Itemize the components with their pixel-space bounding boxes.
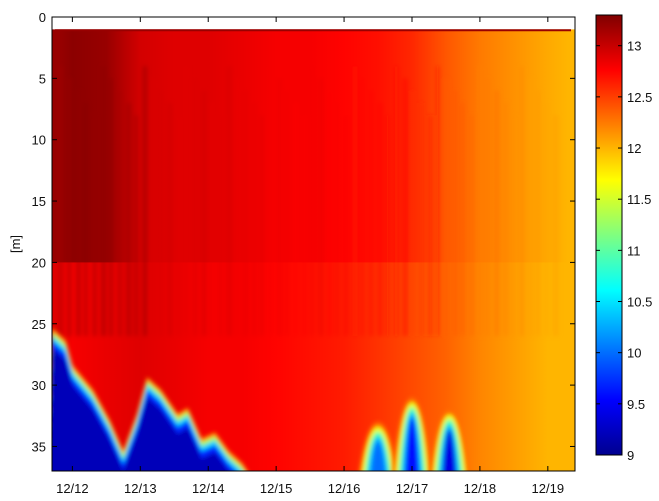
surface-line — [52, 17, 575, 32]
cold-intrusion-3 — [430, 409, 469, 471]
x-tick-label: 12/14 — [192, 481, 225, 496]
x-tick-label: 12/13 — [124, 481, 157, 496]
colorbar-scale — [595, 14, 623, 456]
x-tick-label: 12/12 — [56, 481, 89, 496]
x-tick-label: 12/16 — [328, 481, 361, 496]
colorbar: 9 9.5 10 10.5 11 11.5 12 12.5 13 — [595, 14, 652, 463]
x-tick-label: 12/19 — [532, 481, 565, 496]
colorbar-tick-label: 11 — [627, 243, 641, 258]
x-tick-label: 12/17 — [396, 481, 429, 496]
colorbar-tick-label: 9 — [627, 448, 634, 463]
colorbar-tick-label: 9.5 — [627, 397, 645, 412]
cold-intrusion-2 — [392, 397, 432, 471]
y-tick-label: 5 — [39, 71, 46, 86]
x-axis: 12/12 12/13 12/14 12/15 12/16 12/17 12/18 12/19 — [56, 17, 564, 496]
y-tick-label: 10 — [32, 133, 46, 148]
y-tick-label: 20 — [32, 255, 46, 270]
cold-bottom-layer — [52, 328, 248, 471]
y-tick-label: 0 — [39, 10, 46, 25]
temperature-field-texture — [59, 66, 559, 337]
colorbar-tick-label: 10 — [627, 346, 641, 361]
x-tick-label: 12/18 — [464, 481, 497, 496]
colorbar-tick-label: 12 — [627, 141, 641, 156]
y-tick-label: 35 — [32, 439, 46, 454]
y-tick-label: 30 — [32, 378, 46, 393]
colorbar-tick-label: 12.5 — [627, 90, 652, 105]
y-axis-label: [m] — [8, 235, 23, 253]
x-tick-label: 12/15 — [260, 481, 293, 496]
y-tick-label: 15 — [32, 194, 46, 209]
colorbar-tick-label: 13 — [627, 39, 641, 54]
cold-intrusion-1 — [358, 421, 398, 471]
y-axis: 0 5 10 15 20 25 30 35 — [32, 10, 575, 454]
plot-frame — [51, 16, 576, 472]
plot-area — [52, 17, 575, 471]
colorbar-tick-label: 11.5 — [627, 192, 651, 207]
colorbar-tick-label: 10.5 — [627, 295, 652, 310]
y-tick-label: 25 — [32, 317, 46, 332]
